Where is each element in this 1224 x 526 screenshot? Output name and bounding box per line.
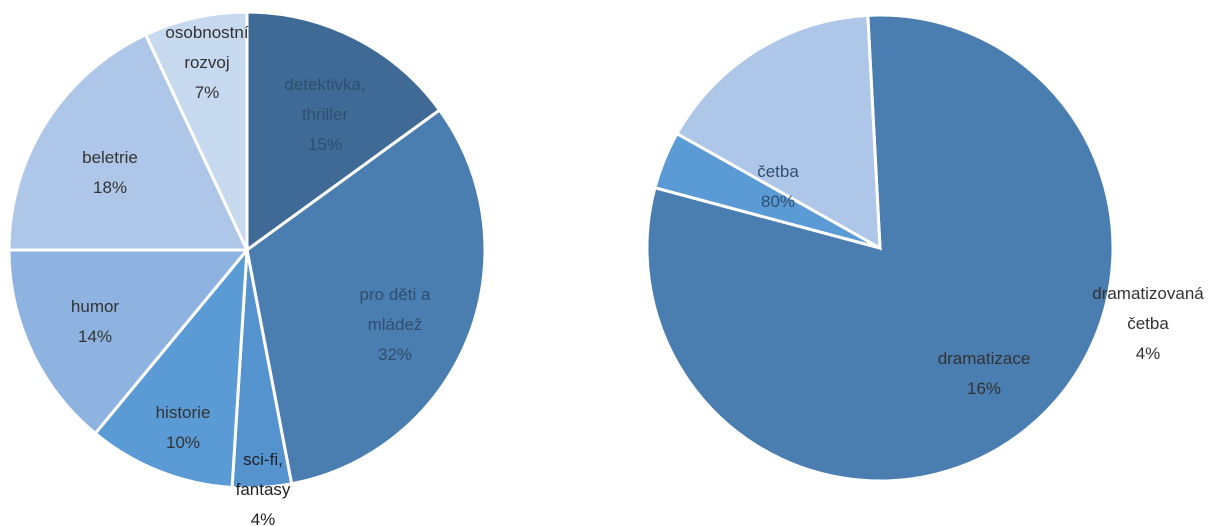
pie-slice-pro-deti-a-mladez: [245, 108, 487, 486]
pie-chart-reading-forms: četba 80% dramatizovaná četba 4% dramatizace 1…: [645, 13, 1204, 483]
slice-category-label: sci-fi,: [243, 450, 283, 469]
pie-label-cetba: četba 80%: [757, 162, 799, 211]
pie-label-dramatizovana-cetba: dramatizovaná četba 4%: [1092, 284, 1204, 363]
slice-category-label: mládež: [368, 315, 423, 334]
slice-value-label: 32%: [378, 345, 412, 364]
pie-label-detektivka-thriller: detektivka, thriller 15%: [284, 75, 365, 154]
slice-value-label: 80%: [761, 192, 795, 211]
pie-slice-beletrie: [7, 32, 250, 252]
slice-value-label: 18%: [93, 178, 127, 197]
pie-label-historie: historie 10%: [156, 403, 211, 452]
slice-category-label: beletrie: [82, 148, 138, 167]
pie-label-osobnostni-rozvoj: osobnostní rozvoj 7%: [165, 23, 248, 102]
pie-slice-humor: [7, 248, 251, 436]
slice-category-label: dramatizovaná: [1092, 284, 1204, 303]
slice-category-label: detektivka,: [284, 75, 365, 94]
pie-slice-dramatizace: [674, 13, 882, 251]
slice-category-label: historie: [156, 403, 211, 422]
slice-category-label: fantasy: [236, 480, 291, 499]
slice-category-label: rozvoj: [184, 53, 229, 72]
slice-value-label: 16%: [967, 379, 1001, 398]
slice-category-label: četba: [757, 162, 799, 181]
pie-label-dramatizace: dramatizace 16%: [938, 349, 1031, 398]
pie-slice-osobnostni-rozvoj: [143, 10, 249, 251]
slice-value-label: 7%: [195, 83, 220, 102]
slice-category-label: osobnostní: [165, 23, 248, 42]
pie-label-pro-deti-a-mladez: pro děti a mládež 32%: [360, 285, 431, 364]
slice-category-label: humor: [71, 297, 120, 316]
pie-chart-genres: detektivka, thriller 15% pro děti a mládež 32…: [7, 10, 487, 526]
slice-category-label: četba: [1127, 314, 1169, 333]
slice-value-label: 14%: [78, 327, 112, 346]
slice-value-label: 4%: [251, 510, 276, 526]
pie-label-sci-fi-fantasy: sci-fi, fantasy 4%: [236, 450, 291, 526]
slice-value-label: 10%: [166, 433, 200, 452]
slice-value-label: 4%: [1136, 344, 1161, 363]
pie-label-humor: humor 14%: [71, 297, 120, 346]
slice-category-label: pro děti a: [360, 285, 431, 304]
slice-value-label: 15%: [308, 135, 342, 154]
pie-slice-detektivka-thriller: [245, 10, 442, 253]
slice-category-label: thriller: [302, 105, 349, 124]
slice-category-label: dramatizace: [938, 349, 1031, 368]
pie-slice-historie: [93, 245, 249, 490]
pie-label-beletrie: beletrie 18%: [82, 148, 138, 197]
